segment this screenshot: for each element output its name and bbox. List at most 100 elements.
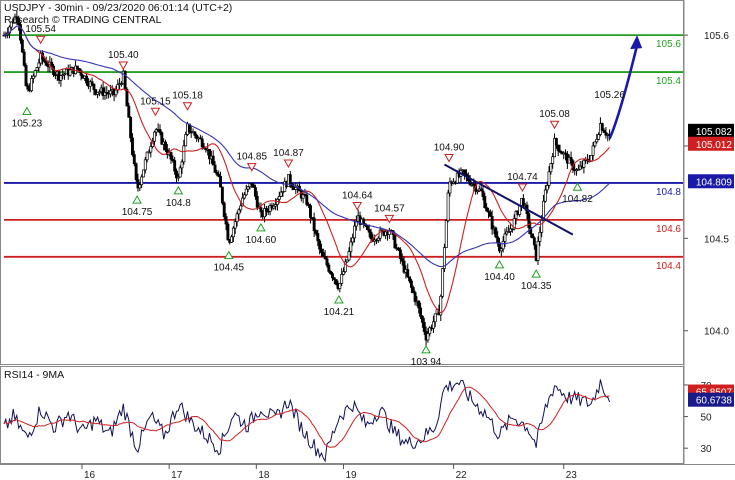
candle-body: [131, 137, 134, 155]
candle-body: [184, 134, 188, 147]
candle-body: [433, 313, 437, 323]
rsi-y-tick-label: 50: [700, 413, 712, 424]
candle-body: [219, 175, 222, 188]
forecast-arrow-head: [630, 35, 643, 50]
candle-body: [376, 237, 380, 241]
candle-body: [446, 192, 450, 222]
swing-low-label: 104.40: [484, 272, 515, 283]
candle-body: [61, 74, 65, 77]
candle-body: [294, 187, 298, 190]
candle-body: [180, 161, 184, 169]
candle-body: [347, 251, 351, 261]
candle-body: [127, 105, 131, 118]
candle-body: [351, 237, 355, 243]
candle-body: [288, 174, 292, 185]
candle-body: [215, 172, 219, 175]
candle-body: [417, 300, 421, 309]
swing-high-marker: [549, 120, 560, 130]
candle-body: [169, 152, 173, 160]
candle-body: [499, 248, 503, 252]
candle-body: [264, 208, 268, 212]
candle-body: [494, 227, 498, 238]
rsi-y-tick-label: 30: [700, 444, 712, 455]
candle-body: [408, 276, 412, 282]
candle-body: [397, 247, 401, 251]
candle-body: [277, 196, 281, 200]
candle-body: [468, 180, 472, 186]
candle-body: [44, 61, 48, 66]
candle-body: [501, 241, 505, 250]
swing-low-label: 104.21: [324, 307, 355, 318]
target-label: 105.26: [594, 90, 625, 101]
candle-body: [439, 295, 443, 316]
rsi-panel: [0, 366, 684, 464]
candle-body: [323, 256, 327, 260]
candle-body: [15, 16, 19, 19]
candle-body: [505, 231, 509, 235]
candle-body: [597, 134, 601, 140]
swing-high-marker: [444, 153, 454, 163]
candle-body: [329, 270, 333, 275]
pivot-price-tag-box: [688, 174, 734, 189]
ma-price-tag-box: [688, 136, 734, 151]
candle-body: [239, 205, 243, 211]
last-price-tag-box: [688, 123, 734, 138]
pivot-price-tag: 104.809: [696, 177, 733, 188]
candle-body: [255, 195, 259, 208]
swing-low-label: 103.94: [411, 357, 442, 368]
candle-body: [367, 229, 371, 233]
candle-body: [354, 220, 358, 227]
swing-low-marker: [223, 250, 234, 260]
last-price-tag: 105.082: [696, 127, 733, 138]
candle-body: [305, 194, 309, 205]
candle-body: [413, 292, 417, 302]
candle-body: [132, 154, 136, 164]
candle-body: [338, 282, 342, 289]
candle-body: [68, 69, 72, 76]
candle-body: [101, 87, 105, 96]
candle-body: [483, 196, 487, 208]
candle-body: [17, 18, 21, 25]
candle-body: [213, 164, 217, 173]
swing-high-marker: [246, 163, 257, 172]
candle-body: [547, 171, 551, 186]
y-tick-label: 104.5: [704, 234, 729, 245]
candle-body: [42, 58, 46, 62]
candle-body: [217, 173, 221, 177]
candle-body: [409, 280, 413, 288]
candle-body: [274, 204, 278, 207]
candle-body: [536, 241, 540, 261]
candle-body: [512, 218, 516, 230]
swing-high-label: 105.08: [539, 109, 570, 120]
candle-body: [422, 322, 426, 332]
candle-body: [182, 145, 186, 163]
candle-body: [527, 213, 531, 228]
candle-body: [97, 91, 101, 94]
candle-body: [545, 185, 549, 191]
swing-low-label: 104.35: [521, 281, 552, 292]
candle-body: [420, 315, 424, 323]
swing-high-marker: [150, 107, 161, 117]
candle-body: [222, 202, 226, 217]
swing-high-label: 105.54: [25, 24, 56, 35]
swing-low-label: 104.45: [214, 263, 245, 274]
candle-body: [123, 70, 127, 90]
candle-body: [307, 204, 311, 206]
candle-body: [325, 258, 329, 266]
candle-body: [59, 75, 63, 81]
moving-average-fast: [3, 25, 610, 314]
rsi-ma-value-tag-box: [688, 392, 734, 407]
candle-body: [22, 51, 26, 66]
candle-body: [343, 261, 347, 272]
swing-low-marker: [256, 222, 266, 232]
candle-body: [250, 183, 254, 186]
swing-high-label: 104.57: [374, 203, 405, 214]
swing-low-label: 104.60: [246, 235, 277, 246]
candle-body: [301, 194, 305, 199]
candle-body: [272, 205, 276, 209]
x-tick-label: 17: [171, 470, 183, 480]
swing-high-label: 105.40: [108, 50, 139, 61]
candle-body: [551, 156, 555, 164]
candle-body: [487, 210, 490, 213]
